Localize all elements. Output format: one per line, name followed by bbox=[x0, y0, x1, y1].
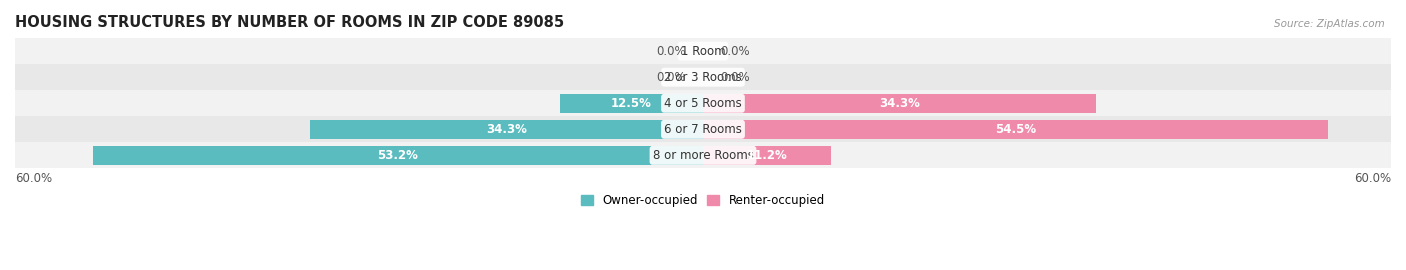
Text: 0.0%: 0.0% bbox=[657, 71, 686, 84]
Text: 11.2%: 11.2% bbox=[747, 149, 787, 162]
Bar bbox=[15, 90, 1391, 116]
Text: 4 or 5 Rooms: 4 or 5 Rooms bbox=[664, 97, 742, 110]
Text: 0.0%: 0.0% bbox=[720, 45, 749, 58]
Text: HOUSING STRUCTURES BY NUMBER OF ROOMS IN ZIP CODE 89085: HOUSING STRUCTURES BY NUMBER OF ROOMS IN… bbox=[15, 15, 564, 30]
Text: 60.0%: 60.0% bbox=[1354, 172, 1391, 185]
Text: 0.0%: 0.0% bbox=[720, 71, 749, 84]
Bar bbox=[703, 120, 1327, 139]
Text: 34.3%: 34.3% bbox=[486, 123, 527, 136]
Text: 12.5%: 12.5% bbox=[610, 97, 652, 110]
Text: 8 or more Rooms: 8 or more Rooms bbox=[652, 149, 754, 162]
Bar bbox=[703, 94, 1097, 113]
Text: 2 or 3 Rooms: 2 or 3 Rooms bbox=[664, 71, 742, 84]
Text: 54.5%: 54.5% bbox=[995, 123, 1036, 136]
Bar bbox=[15, 38, 1391, 64]
Legend: Owner-occupied, Renter-occupied: Owner-occupied, Renter-occupied bbox=[576, 190, 830, 212]
Text: 34.3%: 34.3% bbox=[879, 97, 920, 110]
Text: Source: ZipAtlas.com: Source: ZipAtlas.com bbox=[1274, 19, 1385, 29]
Text: 6 or 7 Rooms: 6 or 7 Rooms bbox=[664, 123, 742, 136]
Bar bbox=[15, 64, 1391, 90]
Text: 60.0%: 60.0% bbox=[15, 172, 52, 185]
Bar bbox=[15, 142, 1391, 168]
Text: 53.2%: 53.2% bbox=[378, 149, 419, 162]
Text: 1 Room: 1 Room bbox=[681, 45, 725, 58]
Text: 0.0%: 0.0% bbox=[657, 45, 686, 58]
Bar bbox=[703, 146, 831, 165]
Bar bbox=[15, 116, 1391, 142]
Bar bbox=[93, 146, 703, 165]
Bar bbox=[309, 120, 703, 139]
Bar bbox=[560, 94, 703, 113]
